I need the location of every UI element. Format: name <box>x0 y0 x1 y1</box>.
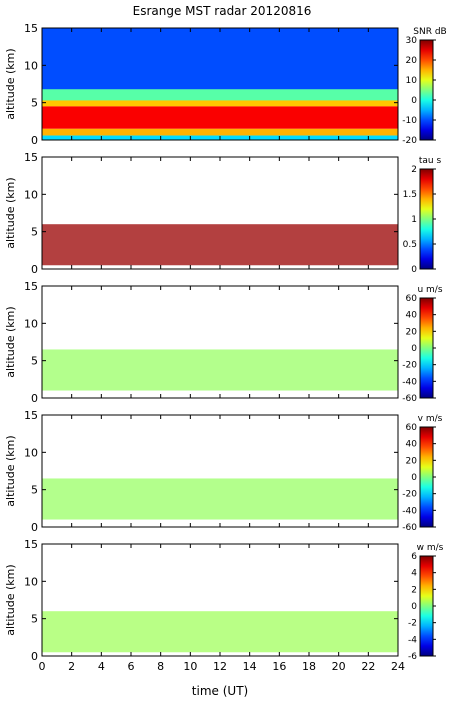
w-ytick-label: 15 <box>24 538 38 551</box>
xtick-label: 12 <box>213 660 227 673</box>
v-colorbar-tick-label: -40 <box>402 506 417 516</box>
xtick-label: 2 <box>68 660 75 673</box>
u-colorbar-tick-label: -20 <box>402 361 417 371</box>
v-ytick-label: 15 <box>24 409 38 422</box>
snr-layer-4 <box>42 128 398 136</box>
w-colorbar-tick-label: 0 <box>411 602 417 612</box>
v-colorbar-label: v m/s <box>418 414 443 424</box>
tau-colorbar-tick-label: 2 <box>411 165 417 175</box>
w-colorbar-tick-label: -4 <box>408 635 417 645</box>
w-colorbar-tick-label: 4 <box>411 569 417 579</box>
snr-colorbar-tick-label: 30 <box>406 36 418 46</box>
v-colorbar-tick-label: 40 <box>406 440 418 450</box>
u-colorbar-tick-label: -60 <box>402 394 417 404</box>
u-ytick-label: 0 <box>31 392 38 405</box>
w-ytick-label: 0 <box>31 650 38 663</box>
u-ytick-label: 15 <box>24 280 38 293</box>
xtick-label: 18 <box>302 660 316 673</box>
v-colorbar-tick-label: 20 <box>406 456 418 466</box>
panel-v: 0 5 10 15 altitude (km) v m/s60 40 20 0 -20 -40 -60 <box>4 409 443 534</box>
panel-u: 0 5 10 15 altitude (km) u m/s60 40 20 0 -20 -40 -60 <box>4 280 443 405</box>
u-colorbar-tick-label: 0 <box>411 344 417 354</box>
w-layer-0 <box>42 611 398 653</box>
xtick-label: 16 <box>272 660 286 673</box>
v-colorbar-tick-label: -20 <box>402 490 417 500</box>
xtick-label: 10 <box>183 660 197 673</box>
u-colorbar-tick-label: 40 <box>406 311 418 321</box>
snr-layer-0 <box>42 28 398 92</box>
snr-colorbar-tick-label: -20 <box>402 136 417 146</box>
v-layer-0 <box>42 478 398 520</box>
snr-ytick-label: 0 <box>31 134 38 147</box>
v-colorbar-tick-label: -60 <box>402 523 417 533</box>
snr-colorbar <box>419 39 434 141</box>
w-ytick-label: 10 <box>24 575 38 588</box>
tau-colorbar <box>419 168 434 270</box>
u-colorbar-tick-label: 20 <box>406 327 418 337</box>
tau-ylabel: altitude (km) <box>4 177 17 248</box>
u-colorbar-label: u m/s <box>417 285 442 295</box>
tau-ytick-label: 0 <box>31 263 38 276</box>
xtick-label: 0 <box>39 660 46 673</box>
v-colorbar-tick-label: 60 <box>406 423 418 433</box>
snr-ylabel: altitude (km) <box>4 48 17 119</box>
w-colorbar <box>419 555 434 657</box>
w-colorbar-label: w m/s <box>417 543 444 553</box>
tau-layer-0 <box>42 224 398 266</box>
snr-layer-1 <box>42 89 398 102</box>
panel-tau: 0 5 10 15 altitude (km) tau s2 1.5 1 0.5 0 <box>4 151 441 276</box>
xtick-label: 4 <box>98 660 105 673</box>
w-colorbar-tick-label: 2 <box>411 585 417 595</box>
xtick-label: 14 <box>243 660 257 673</box>
v-ytick-label: 0 <box>31 521 38 534</box>
tau-colorbar-label: tau s <box>419 156 442 166</box>
xtick-label: 6 <box>128 660 135 673</box>
tau-colorbar-tick-label: 0 <box>411 265 417 275</box>
x-axis-label: time (UT) <box>192 684 248 698</box>
tau-colorbar-tick-label: 1 <box>411 215 417 225</box>
v-ytick-label: 5 <box>31 484 38 497</box>
tau-ytick-label: 5 <box>31 226 38 239</box>
xtick-label: 22 <box>361 660 375 673</box>
u-ylabel: altitude (km) <box>4 306 17 377</box>
w-ylabel: altitude (km) <box>4 564 17 635</box>
snr-colorbar-tick-label: 20 <box>406 56 418 66</box>
xtick-label: 20 <box>332 660 346 673</box>
snr-layer-2 <box>42 100 398 107</box>
tau-colorbar-tick-label: 1.5 <box>403 190 417 200</box>
u-ytick-label: 5 <box>31 355 38 368</box>
v-colorbar <box>419 426 434 528</box>
w-ytick-label: 5 <box>31 613 38 626</box>
w-colorbar-tick-label: -6 <box>408 652 417 662</box>
tau-colorbar-tick-label: 0.5 <box>403 240 417 250</box>
chart-title: Esrange MST radar 20120816 <box>133 4 312 18</box>
snr-colorbar-tick-label: 10 <box>406 76 418 86</box>
snr-ytick-label: 15 <box>24 22 38 35</box>
w-colorbar-tick-label: -2 <box>408 619 417 629</box>
u-colorbar-tick-label: -40 <box>402 377 417 387</box>
snr-colorbar-label: SNR dB <box>413 27 446 37</box>
xtick-label: 8 <box>157 660 164 673</box>
v-ytick-label: 10 <box>24 446 38 459</box>
u-colorbar-tick-label: 60 <box>406 294 418 304</box>
u-ytick-label: 10 <box>24 317 38 330</box>
snr-ytick-label: 10 <box>24 59 38 72</box>
w-colorbar-tick-label: 6 <box>411 552 417 562</box>
snr-colorbar-tick-label: -10 <box>402 116 417 126</box>
v-colorbar-tick-label: 0 <box>411 473 417 483</box>
tau-ytick-label: 15 <box>24 151 38 164</box>
snr-ytick-label: 5 <box>31 97 38 110</box>
snr-colorbar-tick-label: 0 <box>411 96 417 106</box>
u-colorbar <box>419 297 434 399</box>
v-ylabel: altitude (km) <box>4 435 17 506</box>
snr-layer-3 <box>42 106 398 129</box>
tau-ytick-label: 10 <box>24 188 38 201</box>
xtick-label: 24 <box>391 660 405 673</box>
u-layer-0 <box>42 349 398 391</box>
